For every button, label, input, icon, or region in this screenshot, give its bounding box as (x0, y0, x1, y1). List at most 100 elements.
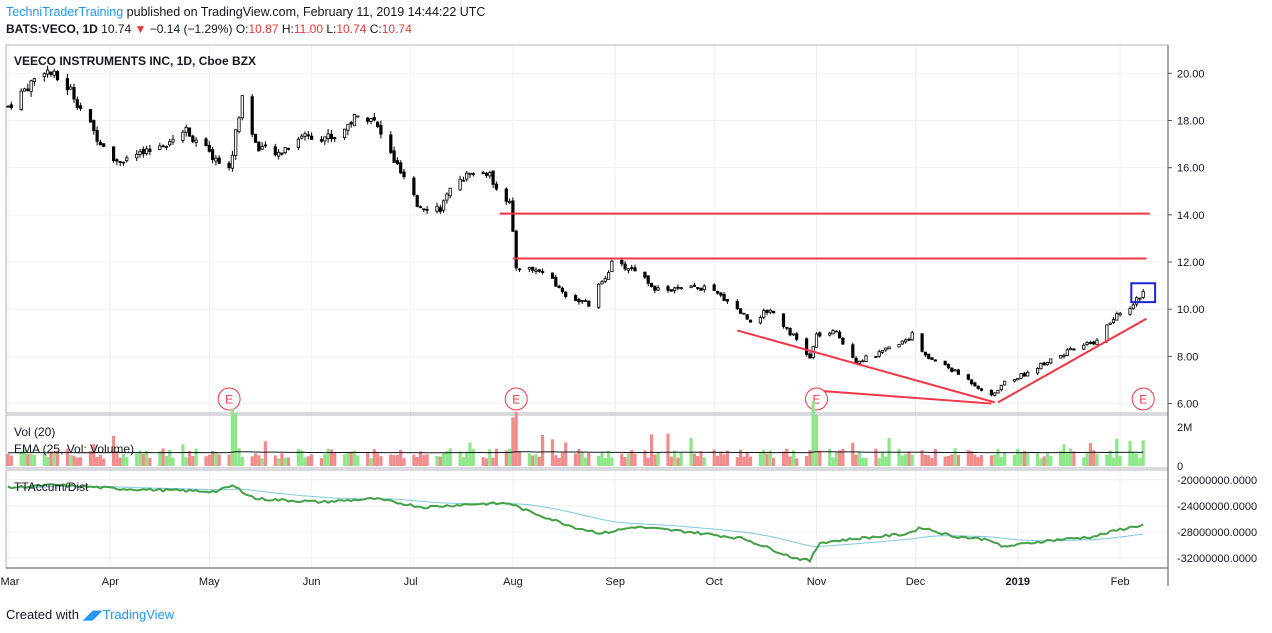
volume-bar (788, 456, 792, 466)
candle-body (504, 188, 508, 202)
volume-bar (310, 454, 314, 466)
volume-bar (158, 451, 162, 466)
candle-body (435, 205, 439, 212)
volume-bar (389, 454, 393, 466)
volume-bar (286, 457, 291, 466)
candle-body (491, 170, 495, 185)
volume-bar (184, 457, 188, 466)
volume-bar (402, 458, 406, 466)
candle-body (583, 300, 588, 303)
volume-bar (277, 458, 281, 466)
candle-body (422, 208, 426, 211)
publisher-link[interactable]: TechniTraderTraining (6, 5, 124, 19)
candle-body (412, 177, 416, 196)
candle-body (1088, 342, 1092, 344)
volume-bar (943, 456, 947, 466)
volume-ema-label: EMA (25, Vol: Volume) (14, 442, 134, 456)
candle-body (702, 285, 706, 290)
candle-body (448, 187, 452, 197)
candle-body (333, 137, 337, 140)
volume-bar (541, 435, 545, 466)
candle-body (554, 276, 558, 287)
volume-bar (323, 453, 327, 466)
candle-body (300, 135, 304, 139)
candle-body (69, 86, 73, 90)
candle-body (541, 271, 545, 273)
candle-body (597, 283, 601, 308)
volume-bar (504, 450, 508, 466)
volume-bar (692, 453, 696, 466)
volume-bar (379, 456, 383, 466)
volume-bar (560, 452, 564, 466)
trend-line (737, 329, 995, 404)
volume-bar (976, 457, 980, 466)
candle-body (342, 128, 347, 139)
candle-body (831, 330, 835, 335)
volume-bar (1016, 448, 1020, 466)
candle-body (874, 356, 878, 358)
candle-body (976, 385, 980, 389)
volume-bar (326, 448, 330, 466)
candle-body (465, 172, 469, 180)
candle-body (722, 293, 726, 301)
price-candles[interactable] (6, 65, 1145, 397)
candle-body (838, 331, 842, 339)
candle-body (696, 287, 700, 289)
volume-bar (211, 451, 215, 466)
candle-body (352, 114, 357, 127)
volume-bar (1138, 458, 1142, 466)
candle-body (230, 154, 234, 169)
volume-bar (900, 455, 904, 466)
volume-bar (95, 456, 99, 466)
candle-body (735, 301, 739, 310)
volume-bar (811, 401, 815, 466)
candle-body (1085, 342, 1089, 345)
ohlc-header: BATS:VECO, 1D 10.74 ▼ −0.14 (−1.29%) O:1… (6, 22, 412, 36)
volume-bar (643, 450, 647, 466)
volume-bar (735, 457, 739, 466)
x-tick-label: Mar (1, 576, 20, 588)
volume-bar (722, 454, 726, 466)
volume-bar (438, 456, 442, 466)
volume-bar (352, 450, 357, 466)
candle-body (930, 357, 934, 360)
volume-bar (574, 453, 578, 466)
volume-bar (303, 457, 307, 466)
candle-body (630, 267, 634, 270)
volume-bar (1111, 457, 1116, 466)
candle-body (927, 353, 931, 359)
volume-bar (828, 448, 832, 466)
volume-bar (946, 455, 951, 466)
volume-bar (481, 457, 485, 466)
candle-body (349, 121, 353, 125)
candle-body (425, 208, 429, 211)
candle-body (214, 157, 218, 162)
candle-body (392, 150, 396, 163)
volume-bar (514, 411, 518, 466)
candle-body (818, 332, 822, 337)
volume-bar (1042, 456, 1046, 466)
candle-body (828, 332, 832, 336)
candle-body (280, 152, 284, 155)
candle-body (148, 148, 152, 152)
candle-body (402, 171, 406, 178)
volume-bar (112, 435, 116, 466)
volume-bar (69, 455, 73, 466)
candle-body (240, 95, 244, 119)
drawing-annotations[interactable] (499, 212, 1157, 405)
volume-bar (253, 453, 258, 466)
candle-body (550, 272, 555, 279)
volume-bar (237, 448, 241, 466)
volume-bar (920, 450, 924, 466)
volume-bar (927, 455, 931, 466)
volume-bar (468, 442, 472, 466)
tradingview-brand[interactable]: TradingView (102, 607, 175, 622)
volume-bar (471, 449, 475, 466)
volume-bar (422, 455, 426, 466)
volume-bar (649, 434, 654, 466)
volume-bar (168, 449, 172, 466)
candle-body (1026, 371, 1030, 377)
candle-body (481, 172, 485, 175)
